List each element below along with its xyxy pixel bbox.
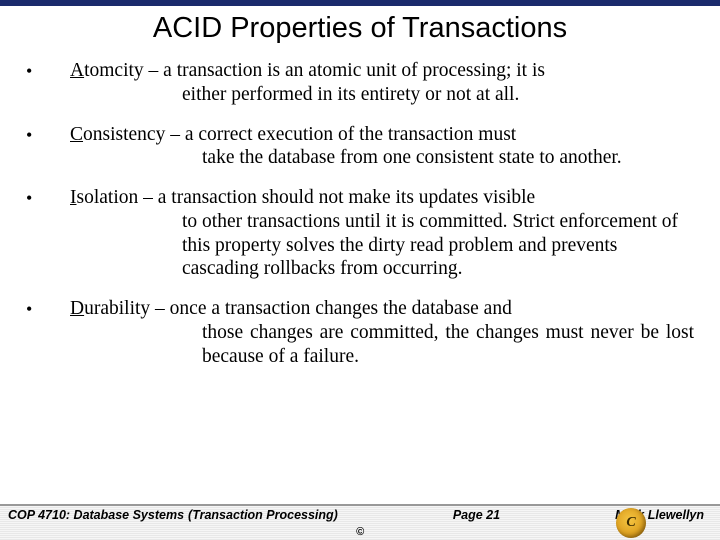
bullet-continuation: those changes are committed, the changes… [70, 321, 694, 369]
bullet-first-line: onsistency – a correct execution of the … [83, 124, 516, 145]
bullet-underlined-initial: D [70, 298, 84, 319]
bullet-continuation: either performed in its entirety or not … [70, 83, 694, 107]
bullet-text: Isolation – a transaction should not mak… [70, 186, 694, 281]
bullet-text: Durability – once a transaction changes … [70, 297, 694, 368]
footer-page: Page 21 [453, 508, 500, 522]
bullet-item: •Atomcity – a transaction is an atomic u… [26, 59, 694, 107]
bullet-first-line: solation – a transaction should not make… [77, 187, 536, 208]
slide-body: ACID Properties of Transactions •Atomcit… [0, 6, 720, 369]
bullet-underlined-initial: A [70, 60, 84, 81]
footer-topic: (Transaction Processing) [188, 508, 338, 522]
bullet-continuation: take the database from one consistent st… [70, 146, 694, 170]
bullet-first-line: tomcity – a transaction is an atomic uni… [84, 60, 545, 81]
bullet-text: Atomcity – a transaction is an atomic un… [70, 59, 694, 107]
bullet-marker: • [26, 123, 70, 147]
bullet-item: •Isolation – a transaction should not ma… [26, 186, 694, 281]
bullet-marker: • [26, 186, 70, 210]
bullet-text: Consistency – a correct execution of the… [70, 123, 694, 171]
bullet-item: •Durability – once a transaction changes… [26, 297, 694, 368]
bullet-first-line: urability – once a transaction changes t… [84, 298, 512, 319]
slide-title: ACID Properties of Transactions [26, 12, 694, 45]
bullet-list: •Atomcity – a transaction is an atomic u… [26, 59, 694, 369]
bullet-item: •Consistency – a correct execution of th… [26, 123, 694, 171]
bullet-marker: • [26, 297, 70, 321]
bullet-continuation: to other transactions until it is commit… [70, 210, 694, 281]
footer-course: COP 4710: Database Systems [8, 508, 184, 522]
bullet-marker: • [26, 59, 70, 83]
bullet-underlined-initial: C [70, 124, 83, 145]
footer-copyright: © [0, 526, 720, 538]
